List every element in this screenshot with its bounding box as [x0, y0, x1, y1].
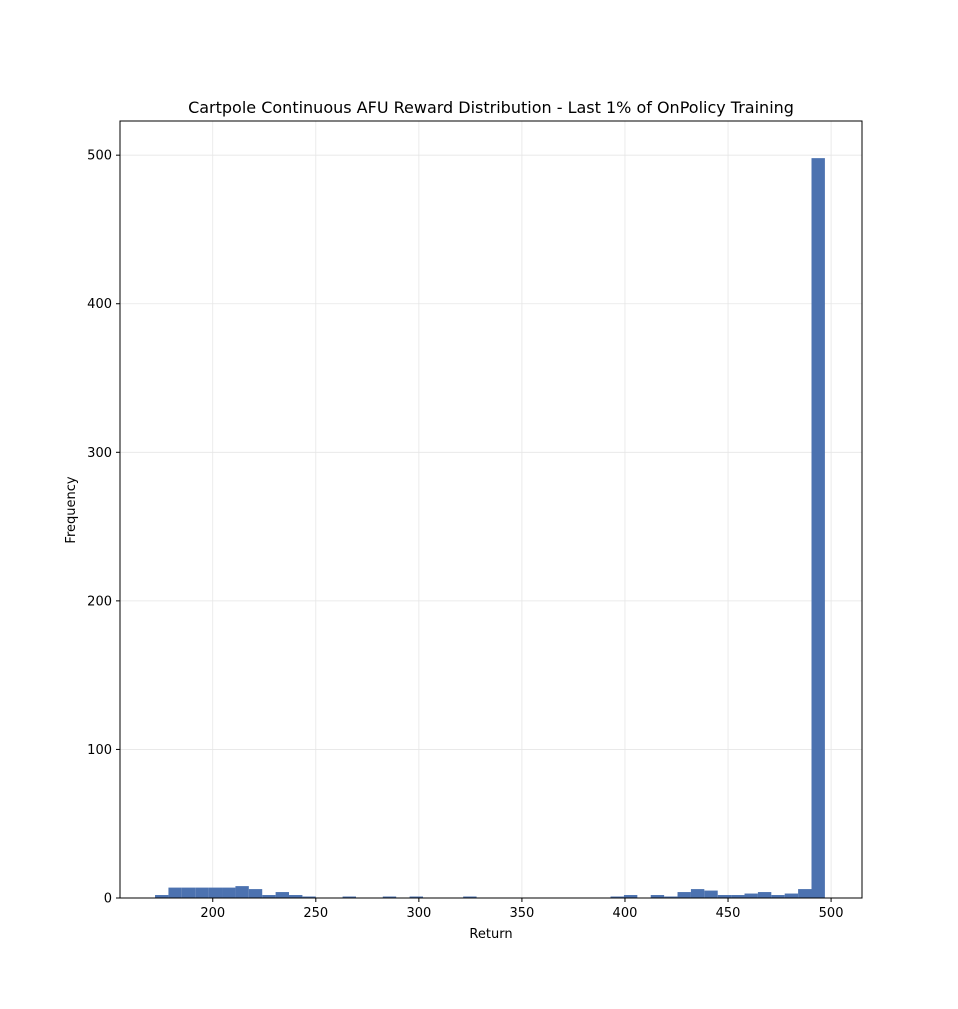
histogram-bar — [302, 896, 316, 898]
histogram-bar — [704, 890, 718, 898]
x-tick-label: 500 — [819, 906, 844, 921]
histogram-bar — [744, 893, 758, 898]
grid-lines — [120, 121, 862, 899]
histogram-bar — [623, 895, 638, 898]
histogram-bar — [208, 887, 223, 898]
histogram-bar — [771, 895, 785, 898]
y-tick-label: 300 — [87, 446, 112, 461]
histogram-bar — [650, 895, 665, 898]
histogram-bar — [289, 895, 303, 898]
x-tick-label: 250 — [303, 906, 328, 921]
histogram-bar — [222, 887, 236, 898]
x-tick-label: 400 — [613, 906, 638, 921]
histogram-bar — [235, 886, 249, 898]
y-tick-label: 100 — [87, 743, 112, 758]
histogram-bar — [610, 896, 624, 898]
y-tick-label: 0 — [104, 892, 112, 907]
histogram-bar — [195, 887, 209, 898]
x-tick-label: 450 — [716, 906, 741, 921]
y-tick-label: 200 — [87, 594, 112, 609]
histogram-bar — [248, 889, 263, 898]
histogram-bar — [731, 895, 745, 898]
y-axis-ticks: 0 100 200 300 400 500 — [87, 149, 120, 907]
x-axis-ticks: 200 250 300 350 400 450 500 — [200, 898, 843, 921]
histogram-bar — [811, 158, 825, 899]
histogram-bar — [677, 892, 691, 898]
histogram-bar — [275, 892, 290, 898]
x-axis-label: Return — [469, 927, 512, 942]
plot-frame — [119, 120, 863, 899]
histogram-bar — [409, 896, 423, 898]
histogram-bar — [342, 896, 356, 898]
histogram-bar — [784, 893, 799, 898]
histogram-bar — [262, 895, 276, 898]
histogram-bar — [168, 887, 182, 898]
histogram-bar — [717, 895, 732, 898]
histogram-bar — [690, 889, 705, 898]
y-tick-label: 400 — [87, 297, 112, 312]
histogram-bar — [664, 896, 678, 898]
histogram-bar — [798, 889, 812, 898]
x-tick-label: 350 — [510, 906, 535, 921]
histogram-bar — [463, 896, 477, 898]
histogram-bars — [155, 158, 825, 899]
chart-title: Cartpole Continuous AFU Reward Distribut… — [188, 98, 794, 117]
histogram-bar — [181, 887, 196, 898]
x-tick-label: 200 — [200, 906, 225, 921]
histogram-bar — [155, 895, 169, 898]
histogram-bar — [757, 892, 772, 898]
x-tick-label: 300 — [406, 906, 431, 921]
histogram-bar — [382, 896, 397, 898]
y-tick-label: 500 — [87, 149, 112, 164]
y-axis-label: Frequency — [64, 476, 79, 543]
